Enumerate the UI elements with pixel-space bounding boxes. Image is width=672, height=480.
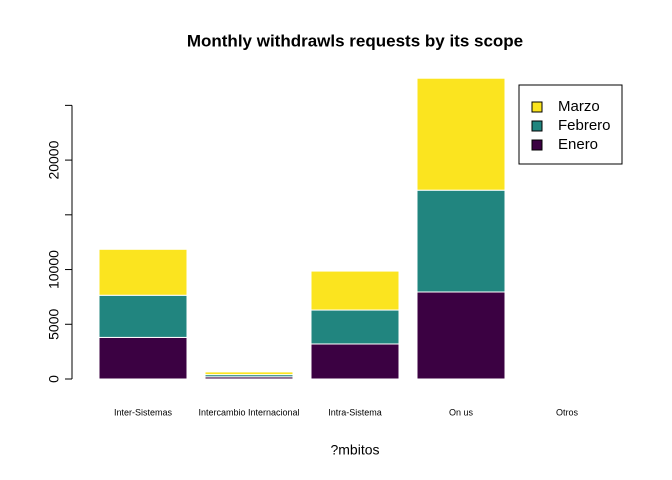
legend-box <box>518 84 623 165</box>
bar-segment <box>310 343 400 380</box>
legend-swatch <box>531 101 543 113</box>
x-tick-label: Inter-Sistemas <box>114 407 173 417</box>
x-tick-label: Otros <box>556 407 579 417</box>
bar-segment <box>310 309 400 345</box>
bar-segment <box>416 77 506 191</box>
y-tick-label: 0 <box>46 375 62 383</box>
x-tick-label: On us <box>449 407 474 417</box>
x-tick-label: Intra-Sistema <box>328 407 382 417</box>
bar-segment <box>416 189 506 293</box>
legend-swatch <box>531 120 543 132</box>
bar-segment <box>310 270 400 311</box>
chart-title: Monthly withdrawls requests by its scope <box>187 31 523 50</box>
bar-segment <box>416 291 506 380</box>
y-tick-label: 20000 <box>46 140 62 179</box>
bar-segment <box>204 371 294 376</box>
y-tick-label: 10000 <box>46 250 62 289</box>
y-tick-label: 5000 <box>46 308 62 339</box>
x-tick-label: Intercambio Internacional <box>198 407 299 417</box>
bar-segment <box>98 294 188 338</box>
legend-label: Enero <box>558 136 598 153</box>
bar-segment <box>98 336 188 380</box>
bar-segment <box>98 248 188 296</box>
x-axis-label: ?mbitos <box>330 442 379 458</box>
legend-label: Marzo <box>558 98 600 115</box>
legend-label: Febrero <box>558 117 611 134</box>
legend-swatch <box>531 139 543 151</box>
